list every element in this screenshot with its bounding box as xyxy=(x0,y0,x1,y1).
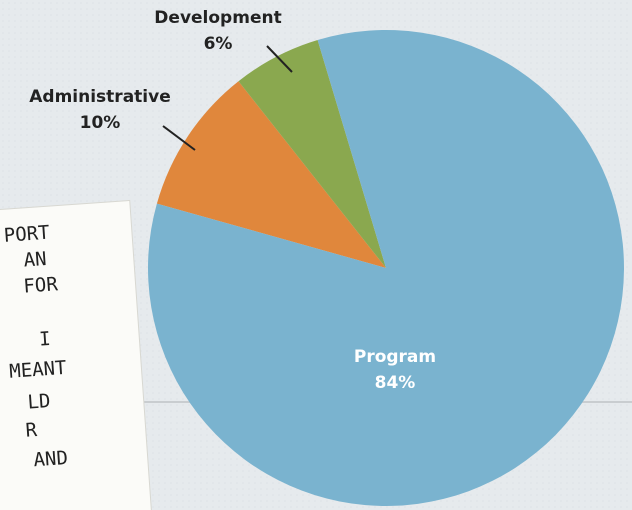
pie xyxy=(148,30,624,507)
slice-label: Program xyxy=(354,347,436,367)
pie-slice xyxy=(238,40,386,269)
note-line: MEANT xyxy=(9,357,68,383)
pie-slice xyxy=(148,30,624,507)
note-line: FOR xyxy=(23,273,59,297)
note-line: LD xyxy=(27,390,51,414)
slice-value: 6% xyxy=(204,34,233,54)
note-line: AN xyxy=(23,248,47,272)
leader-line xyxy=(266,45,293,73)
slice-label: Administrative xyxy=(29,87,170,107)
note-line: R xyxy=(25,419,39,442)
slice-value: 10% xyxy=(80,113,121,133)
slice-label: Development xyxy=(154,8,281,28)
pie-slice xyxy=(156,81,386,268)
note-line: AND xyxy=(33,447,69,471)
paper xyxy=(0,199,153,510)
leader-line xyxy=(162,125,196,151)
note-line: PORT xyxy=(3,222,50,247)
slice-value: 84% xyxy=(375,373,416,393)
note-line: I xyxy=(38,328,51,351)
